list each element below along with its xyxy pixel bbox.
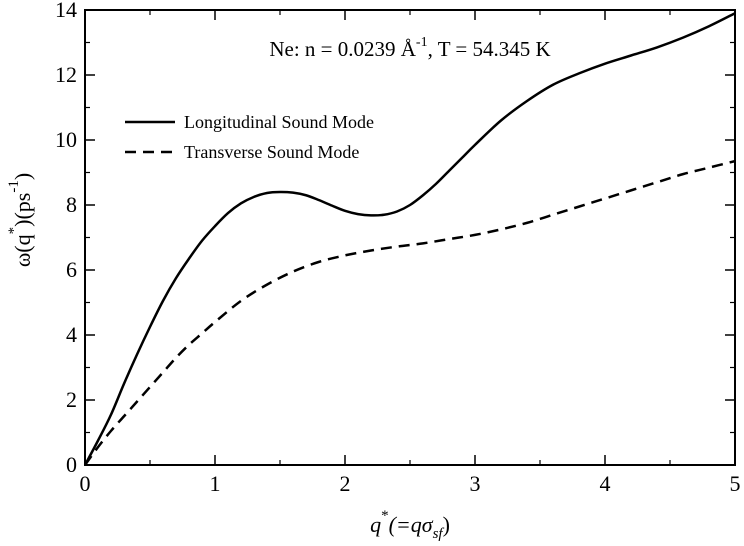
series-line-longitudinal [83, 12, 736, 466]
x-tick-label: 1 [210, 471, 221, 496]
annotation-prefix: Ne: n = 0.0239 Å [269, 37, 416, 61]
x-tick-label: 5 [730, 471, 741, 496]
x-label-close: ) [443, 512, 450, 537]
annotation-text: Ne: n = 0.0239 Å-1, T = 54.345 K [269, 35, 550, 61]
y-tick-label: 12 [55, 62, 77, 87]
legend-label-transverse: Transverse Sound Mode [184, 142, 359, 162]
y-tick-label: 4 [66, 322, 77, 347]
x-tick-label: 4 [600, 471, 611, 496]
x-label-main: q [370, 512, 381, 537]
annotation-suffix: , T = 54.345 K [428, 37, 551, 61]
y-label-close: ) [10, 173, 35, 180]
x-label-paren: (=qσ [389, 512, 434, 537]
y-tick-label: 2 [66, 387, 77, 412]
annotation-superscript: -1 [416, 35, 428, 50]
x-label-sup: * [381, 508, 389, 524]
y-tick-label: 10 [55, 127, 77, 152]
legend-label-longitudinal: Longitudinal Sound Mode [184, 112, 374, 132]
x-tick-label: 2 [340, 471, 351, 496]
legend: Longitudinal Sound Mode Transverse Sound… [125, 112, 374, 162]
y-label-sup2: -1 [6, 180, 22, 193]
y-tick-label: 0 [66, 452, 77, 477]
y-tick-label: 8 [66, 192, 77, 217]
y-tick-label: 14 [55, 0, 77, 22]
x-axis-label: q*(=qσsf) [370, 508, 450, 542]
x-label-sub: sf [433, 526, 445, 542]
series-layer [83, 12, 736, 466]
y-label-prefix: ω(q [10, 234, 35, 267]
x-tick-label: 3 [470, 471, 481, 496]
series-line-transverse [83, 159, 736, 466]
y-axis-label: ω(q*)(ps-1) [6, 173, 35, 267]
y-label-mid: )(ps [10, 193, 35, 227]
y-label-sup1: * [6, 227, 22, 235]
x-tick-label: 0 [80, 471, 91, 496]
plot-frame [84, 9, 736, 466]
y-tick-label: 6 [66, 257, 77, 282]
